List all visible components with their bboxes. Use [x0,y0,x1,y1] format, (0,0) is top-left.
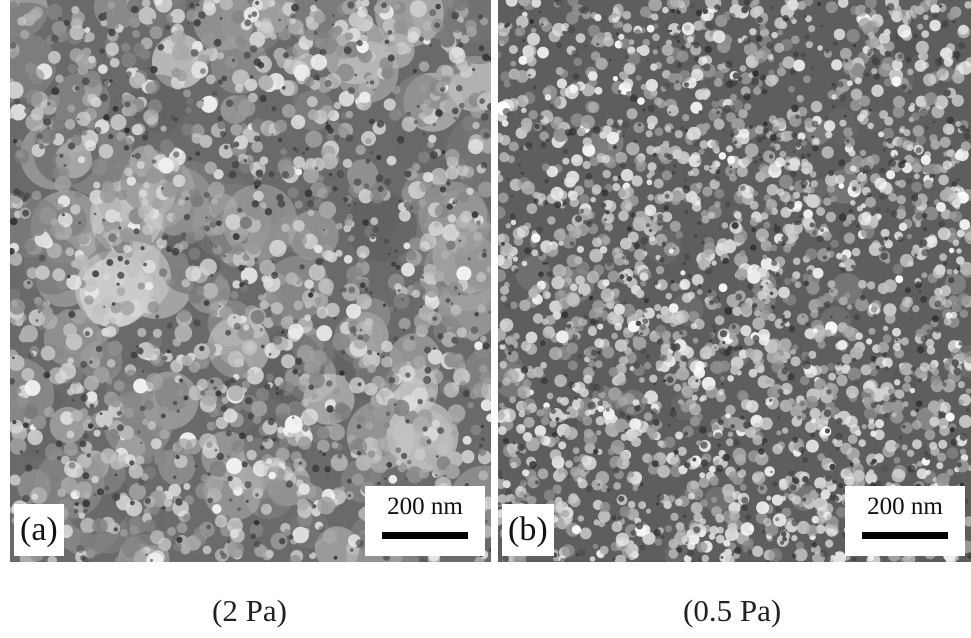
micrograph-panel-b: (b) 200 nm [498,0,971,562]
micrograph-panel-a: (a) 200 nm [10,0,491,562]
panel-label-b: (b) [502,504,554,556]
scale-bar-label-a: 200 nm [387,493,463,520]
scale-bar-a [382,532,468,539]
scale-bar-label-b: 200 nm [867,493,943,520]
panel-label-a: (a) [14,504,64,556]
micrograph-image-a [10,0,491,562]
caption-a: (2 Pa) [212,593,287,628]
scale-bar-b [862,532,948,539]
caption-b: (0.5 Pa) [683,593,782,628]
scale-bar-box-b: 200 nm [845,486,965,556]
micrograph-image-b [498,0,971,562]
scale-bar-box-a: 200 nm [365,486,485,556]
